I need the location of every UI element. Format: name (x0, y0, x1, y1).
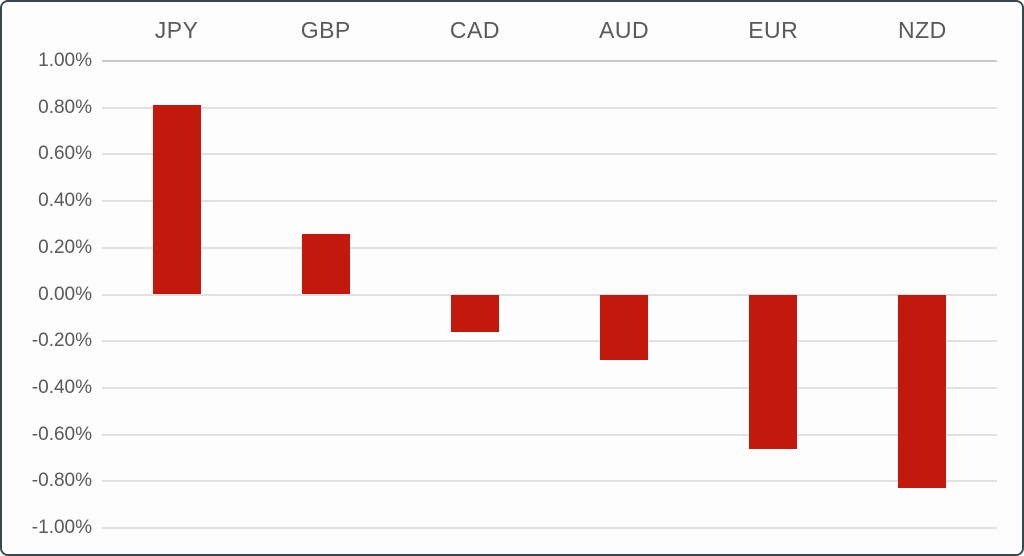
category-label-cad: CAD (449, 17, 500, 43)
gridline-0.80% (102, 106, 997, 109)
bar-aud (600, 294, 649, 360)
gridline-0.60% (102, 153, 997, 156)
y-axis-tick-label: 1.00% (38, 50, 92, 71)
y-axis-tick-label: 0.60% (38, 143, 92, 165)
y-axis-tick-label: -0.40% (31, 376, 92, 398)
y-axis-tick-label: 0.40% (38, 190, 92, 212)
category-label-eur: EUR (748, 17, 799, 43)
gridline--0.80% (102, 480, 997, 483)
y-axis-tick-label: -0.20% (31, 330, 92, 352)
gridline--0.20% (102, 340, 997, 343)
bar-eur (749, 294, 798, 449)
bar-jpy (152, 105, 201, 295)
bar-nzd (898, 294, 947, 489)
bar-cad (450, 294, 499, 332)
gridline--0.60% (102, 433, 997, 436)
gridline-0.40% (102, 200, 997, 203)
gridline-0.00% (102, 293, 997, 296)
y-axis-tick-label: -0.80% (31, 470, 92, 492)
category-label-jpy: JPY (154, 17, 199, 43)
y-axis-tick-label: 0.20% (38, 236, 92, 258)
category-label-nzd: NZD (898, 17, 947, 43)
y-axis-tick-label: -1.00% (31, 517, 92, 538)
gridline--1.00% (102, 527, 997, 529)
gridline--0.40% (102, 386, 997, 389)
y-axis-tick-label: 0.00% (38, 283, 92, 305)
bar-gbp (301, 233, 350, 295)
y-axis-tick-label: -0.60% (31, 423, 92, 445)
gridline-1.00% (102, 60, 997, 62)
gridline-0.20% (102, 246, 997, 249)
y-axis-tick-label: 0.80% (38, 96, 92, 118)
category-label-gbp: GBP (300, 17, 351, 43)
category-label-aud: AUD (599, 17, 650, 43)
